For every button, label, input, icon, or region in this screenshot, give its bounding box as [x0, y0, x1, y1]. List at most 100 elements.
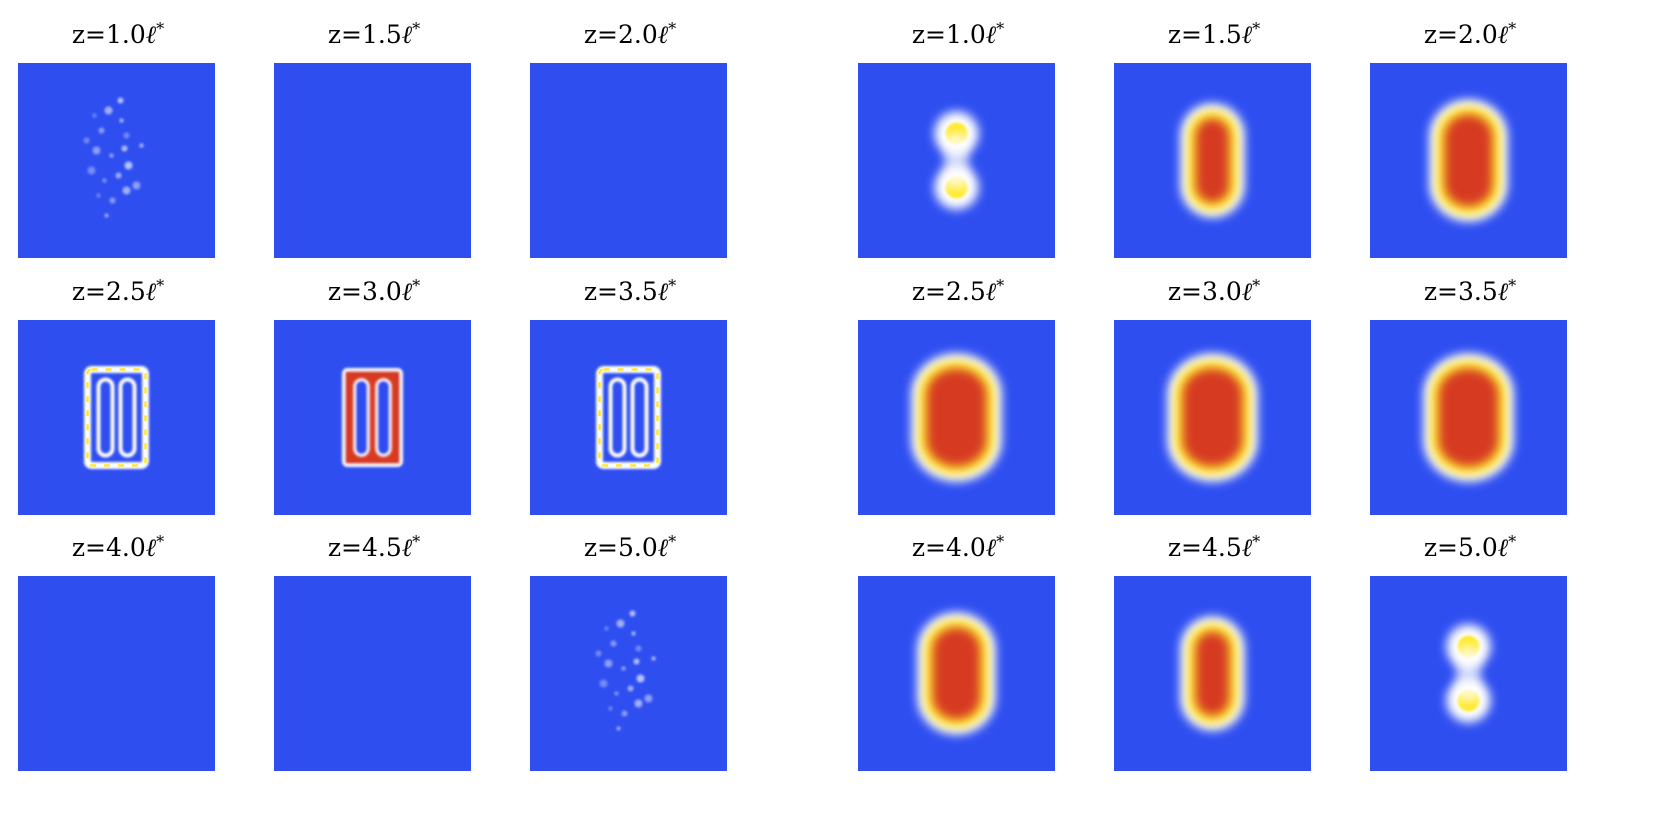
speckle	[595, 650, 602, 657]
panel-z-value: z=3.0	[1167, 277, 1242, 306]
rectangle-frame	[596, 366, 661, 469]
unit-symbol: ℓ	[1241, 277, 1253, 306]
unit-superscript: *	[668, 276, 677, 295]
bridge	[1456, 646, 1481, 701]
intensity-map-image	[530, 63, 727, 258]
speckle	[621, 666, 626, 671]
intensity-map-image	[1167, 353, 1258, 482]
intensity-map-image	[84, 366, 149, 469]
speckle	[616, 619, 625, 628]
panel-label: z=2.5ℓ*	[858, 272, 1058, 312]
unit-symbol: ℓ	[145, 277, 157, 306]
speckle	[636, 674, 645, 683]
speckle	[92, 146, 101, 155]
speckle	[644, 694, 653, 703]
intensity-map	[18, 320, 215, 515]
rectangle-frame-highlight	[86, 368, 147, 467]
unit-superscript: *	[1508, 276, 1517, 295]
intensity-map	[1114, 320, 1311, 515]
unit-superscript: *	[996, 19, 1005, 38]
unit-superscript: *	[1508, 19, 1517, 38]
unit-symbol: ℓ	[145, 20, 157, 49]
unit-symbol: ℓ	[145, 533, 157, 562]
unit-symbol: ℓ	[985, 533, 997, 562]
speckle	[123, 132, 130, 139]
unit-symbol: ℓ	[1497, 20, 1509, 49]
panel-label: z=2.0ℓ*	[530, 15, 730, 55]
unit-superscript: *	[412, 532, 421, 551]
rectangle-frame	[342, 368, 403, 467]
speckle	[98, 127, 105, 134]
unit-superscript: *	[996, 276, 1005, 295]
speckle	[124, 161, 133, 170]
panel-z-value: z=4.5	[1167, 533, 1242, 562]
intensity-blob	[932, 627, 981, 720]
unit-superscript: *	[668, 532, 677, 551]
panel-z-value: z=2.0	[583, 20, 658, 49]
intensity-map-image	[1446, 624, 1491, 723]
panel-label: z=4.0ℓ*	[858, 528, 1058, 568]
intensity-map-image	[1423, 353, 1514, 482]
panel-label: z=3.0ℓ*	[1114, 272, 1314, 312]
panel-z-value: z=3.0	[327, 277, 402, 306]
intensity-map	[274, 576, 471, 771]
intensity-blob	[1182, 368, 1243, 467]
intensity-map-image	[18, 576, 215, 771]
unit-superscript: *	[1508, 532, 1517, 551]
speckle	[629, 610, 636, 617]
speckle	[614, 691, 619, 696]
unit-symbol: ℓ	[401, 277, 413, 306]
unit-symbol: ℓ	[401, 20, 413, 49]
intensity-map	[18, 63, 215, 258]
unit-superscript: *	[156, 19, 165, 38]
intensity-map-image	[342, 368, 403, 467]
unit-symbol: ℓ	[1497, 533, 1509, 562]
speckle	[104, 106, 113, 115]
speckle	[109, 153, 114, 158]
intensity-map	[530, 63, 727, 258]
panel-label: z=4.5ℓ*	[274, 528, 474, 568]
intensity-map	[858, 320, 1055, 515]
intensity-blob	[926, 368, 987, 467]
intensity-map-image	[1429, 99, 1508, 222]
speckle	[635, 645, 642, 652]
intensity-map-image	[595, 610, 656, 731]
unit-superscript: *	[412, 19, 421, 38]
panel-z-value: z=4.5	[327, 533, 402, 562]
unit-superscript: *	[156, 532, 165, 551]
speckle	[627, 685, 634, 692]
panel-z-value: z=1.0	[71, 20, 146, 49]
inner-slot	[118, 377, 137, 458]
speckle	[115, 172, 122, 179]
intensity-map	[858, 576, 1055, 771]
inner-slot	[353, 378, 370, 457]
panel-label: z=3.0ℓ*	[274, 272, 474, 312]
intensity-blob	[1438, 368, 1499, 467]
intensity-map-image	[911, 353, 1002, 482]
intensity-map	[530, 320, 727, 515]
intensity-map-image	[917, 612, 996, 735]
speckle	[83, 137, 90, 144]
panel-label: z=4.5ℓ*	[1114, 528, 1314, 568]
speckle	[96, 193, 101, 198]
panel-label: z=5.0ℓ*	[530, 528, 730, 568]
panel-label: z=2.0ℓ*	[1370, 15, 1570, 55]
panel-z-value: z=1.5	[327, 20, 402, 49]
intensity-map	[1114, 576, 1311, 771]
unit-symbol: ℓ	[985, 20, 997, 49]
speckle	[608, 706, 613, 711]
speckle	[122, 186, 131, 195]
unit-superscript: *	[1252, 276, 1261, 295]
unit-superscript: *	[1252, 19, 1261, 38]
intensity-blob	[1195, 118, 1230, 203]
unit-symbol: ℓ	[401, 533, 413, 562]
speckle	[92, 113, 97, 118]
speckle	[651, 656, 656, 661]
intensity-blob	[1444, 114, 1493, 207]
panel-z-value: z=2.0	[1423, 20, 1498, 49]
unit-symbol: ℓ	[1241, 533, 1253, 562]
speckle	[616, 726, 621, 731]
panel-label: z=4.0ℓ*	[18, 528, 218, 568]
intensity-map-image	[1180, 103, 1245, 218]
speckle	[631, 631, 636, 636]
